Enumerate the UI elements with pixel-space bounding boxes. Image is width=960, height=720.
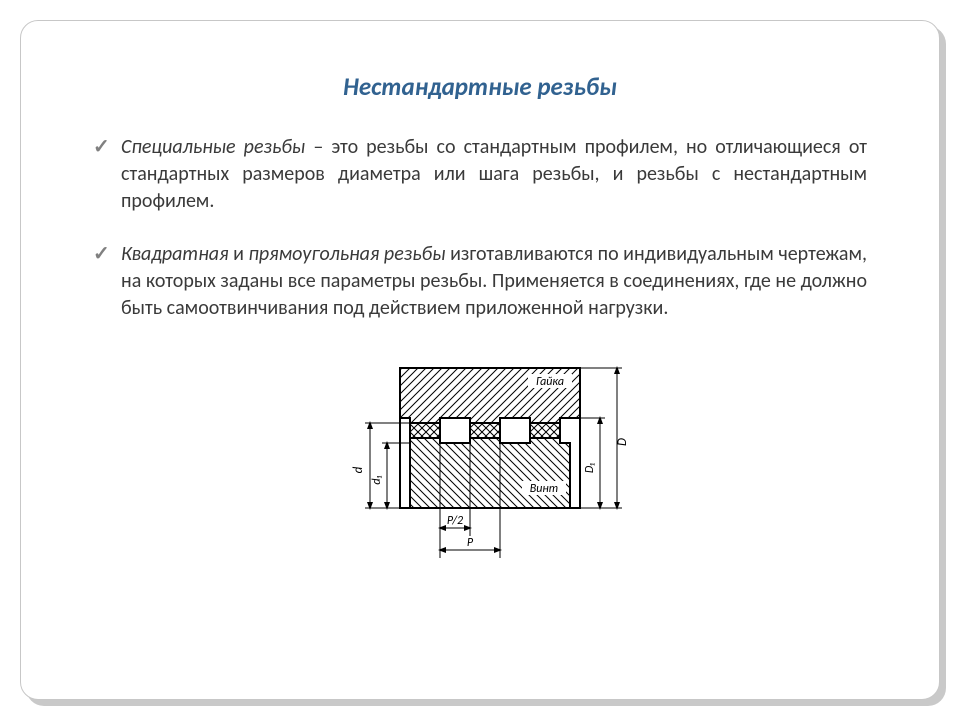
label-p-half: P/2 (447, 514, 463, 528)
label-d1: d₁ (370, 475, 384, 484)
diagram-container: Гайка Винт P/2 P (93, 348, 867, 578)
label-d: d (351, 466, 366, 473)
label-cap-d1: D₁ (583, 463, 597, 473)
bullet-item: Специальные резьбы – это резьбы со станд… (93, 134, 867, 215)
slide-title: Нестандартные резьбы (93, 71, 867, 102)
label-nut: Гайка (536, 375, 564, 389)
slide-container: Нестандартные резьбы Специальные резьбы … (20, 20, 940, 700)
bullet-text: и (229, 242, 249, 266)
slide: Нестандартные резьбы Специальные резьбы … (20, 20, 940, 700)
bullet-lead: Квадратная (121, 242, 229, 266)
label-p: P (467, 536, 474, 550)
bullet-item: Квадратная и прямоугольная резьбы изгота… (93, 241, 867, 322)
bullet-lead2: прямоугольная резьбы (248, 242, 445, 266)
label-screw: Винт (530, 482, 559, 496)
bullet-lead: Специальные резьбы (121, 135, 305, 159)
thread-diagram: Гайка Винт P/2 P (310, 348, 650, 578)
label-cap-d: D (615, 438, 630, 446)
bullet-list: Специальные резьбы – это резьбы со станд… (93, 134, 867, 322)
